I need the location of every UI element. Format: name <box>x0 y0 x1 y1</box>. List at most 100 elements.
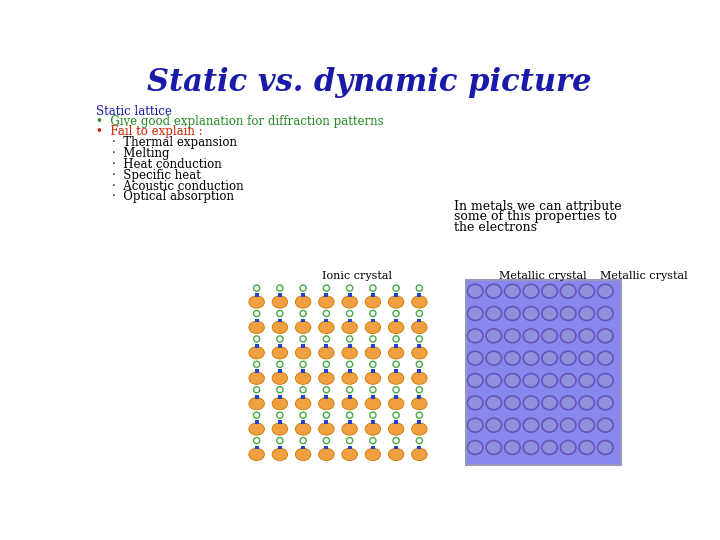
Ellipse shape <box>523 284 539 298</box>
Ellipse shape <box>272 397 287 410</box>
Ellipse shape <box>505 284 520 298</box>
Ellipse shape <box>467 307 483 320</box>
Ellipse shape <box>505 374 520 387</box>
Ellipse shape <box>365 372 381 384</box>
Text: •  Give good explanation for diffraction patterns: • Give good explanation for diffraction … <box>96 115 384 128</box>
Ellipse shape <box>579 374 595 387</box>
Ellipse shape <box>388 423 404 435</box>
Bar <box>325 319 328 322</box>
Bar <box>301 395 305 399</box>
Ellipse shape <box>560 396 576 410</box>
Ellipse shape <box>295 296 311 308</box>
Ellipse shape <box>319 448 334 461</box>
Ellipse shape <box>523 374 539 387</box>
Ellipse shape <box>560 284 576 298</box>
Ellipse shape <box>467 284 483 298</box>
Ellipse shape <box>598 396 613 410</box>
Ellipse shape <box>388 296 404 308</box>
Ellipse shape <box>523 351 539 365</box>
Bar <box>255 446 258 449</box>
Ellipse shape <box>412 423 427 435</box>
Ellipse shape <box>388 448 404 461</box>
Ellipse shape <box>560 418 576 432</box>
Ellipse shape <box>365 448 381 461</box>
Bar <box>348 319 351 322</box>
Ellipse shape <box>579 418 595 432</box>
Ellipse shape <box>560 329 576 343</box>
Bar <box>301 293 305 297</box>
Ellipse shape <box>388 372 404 384</box>
Bar <box>394 420 398 424</box>
Bar <box>255 344 258 348</box>
Text: ·  Heat conduction: · Heat conduction <box>112 158 222 171</box>
Ellipse shape <box>249 296 264 308</box>
Ellipse shape <box>598 418 613 432</box>
Ellipse shape <box>272 347 287 359</box>
Bar <box>301 446 305 449</box>
Bar <box>394 369 398 373</box>
Ellipse shape <box>319 296 334 308</box>
Ellipse shape <box>412 321 427 334</box>
Bar <box>348 420 351 424</box>
Ellipse shape <box>486 329 502 343</box>
Ellipse shape <box>560 374 576 387</box>
Ellipse shape <box>467 374 483 387</box>
Text: Static vs. dynamic picture: Static vs. dynamic picture <box>147 67 591 98</box>
Bar <box>255 369 258 373</box>
Text: ·  Optical absorption: · Optical absorption <box>112 190 234 203</box>
Ellipse shape <box>365 296 381 308</box>
Ellipse shape <box>505 418 520 432</box>
Bar <box>394 395 398 399</box>
Ellipse shape <box>249 321 264 334</box>
Bar <box>301 344 305 348</box>
Ellipse shape <box>505 307 520 320</box>
Ellipse shape <box>467 418 483 432</box>
Ellipse shape <box>598 284 613 298</box>
Ellipse shape <box>342 321 357 334</box>
Ellipse shape <box>365 397 381 410</box>
Ellipse shape <box>467 351 483 365</box>
Text: ·  Acoustic conduction: · Acoustic conduction <box>112 179 243 193</box>
Ellipse shape <box>542 351 557 365</box>
Ellipse shape <box>249 448 264 461</box>
Ellipse shape <box>295 347 311 359</box>
Ellipse shape <box>467 329 483 343</box>
Ellipse shape <box>542 329 557 343</box>
Ellipse shape <box>412 448 427 461</box>
Bar <box>418 319 421 322</box>
Text: •  Fail to explain :: • Fail to explain : <box>96 125 203 138</box>
Ellipse shape <box>486 307 502 320</box>
Text: Static lattice: Static lattice <box>96 105 172 118</box>
Bar <box>348 369 351 373</box>
Bar <box>278 293 282 297</box>
Ellipse shape <box>249 397 264 410</box>
Ellipse shape <box>542 284 557 298</box>
Text: ·  Melting: · Melting <box>112 147 169 160</box>
Ellipse shape <box>523 307 539 320</box>
Ellipse shape <box>542 307 557 320</box>
Ellipse shape <box>579 329 595 343</box>
Text: In metals we can attribute: In metals we can attribute <box>454 200 622 213</box>
Ellipse shape <box>598 329 613 343</box>
Bar <box>325 420 328 424</box>
Ellipse shape <box>505 441 520 455</box>
Ellipse shape <box>579 284 595 298</box>
Bar <box>371 395 375 399</box>
Bar <box>466 280 621 465</box>
Ellipse shape <box>319 347 334 359</box>
Ellipse shape <box>319 397 334 410</box>
Ellipse shape <box>388 397 404 410</box>
Bar <box>348 446 351 449</box>
Ellipse shape <box>388 321 404 334</box>
Ellipse shape <box>342 372 357 384</box>
Bar <box>278 369 282 373</box>
Bar <box>255 420 258 424</box>
Bar <box>418 369 421 373</box>
Text: Ionic crystal: Ionic crystal <box>323 271 392 281</box>
Bar <box>394 293 398 297</box>
Bar <box>255 395 258 399</box>
Ellipse shape <box>272 321 287 334</box>
Ellipse shape <box>598 374 613 387</box>
Bar <box>278 395 282 399</box>
Ellipse shape <box>342 296 357 308</box>
